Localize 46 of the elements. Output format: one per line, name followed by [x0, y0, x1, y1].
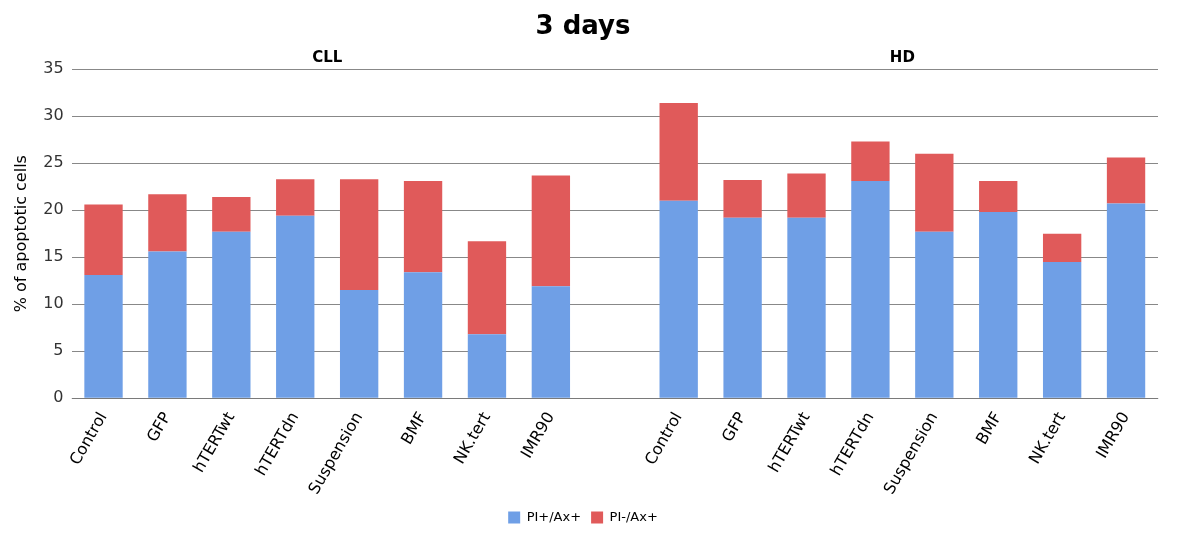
y-tick-label: 20 — [43, 199, 64, 219]
bar — [212, 231, 251, 398]
y-tick-label: 10 — [43, 293, 64, 313]
bar — [467, 241, 507, 335]
legend-label: PI-/Ax+ — [609, 508, 658, 524]
y-tick-label: 35 — [43, 58, 64, 78]
bar — [915, 231, 954, 398]
bar — [467, 334, 507, 398]
text: HD — [889, 47, 915, 66]
bar — [851, 141, 890, 182]
bar — [723, 180, 762, 218]
legend-label: PI+/Ax+ — [526, 508, 582, 524]
y-axis-title: % of apoptotic cells — [10, 155, 30, 313]
bar — [339, 290, 379, 398]
bar — [531, 175, 571, 287]
bar — [1042, 233, 1082, 262]
y-tick-label: 30 — [43, 105, 64, 125]
bar — [787, 217, 826, 398]
bar — [659, 103, 698, 201]
bar — [659, 200, 698, 398]
bar — [84, 275, 123, 398]
bar — [212, 197, 251, 232]
bar — [531, 286, 571, 398]
bar — [84, 204, 123, 276]
bar — [851, 181, 890, 398]
bar — [403, 181, 443, 273]
bar — [339, 179, 379, 291]
bar — [915, 153, 954, 232]
bar — [148, 251, 187, 398]
bar — [979, 212, 1018, 398]
bar — [276, 179, 315, 216]
y-tick-label: 0 — [53, 387, 64, 407]
y-tick-label: 15 — [43, 246, 64, 266]
y-tick-label: 5 — [53, 340, 64, 360]
bar — [148, 194, 187, 252]
text: CLL — [312, 47, 343, 66]
chart-title: 3 days — [535, 10, 631, 41]
bar — [1042, 261, 1082, 398]
bar — [787, 173, 826, 218]
bar — [276, 215, 315, 398]
bar — [723, 217, 762, 398]
bar — [1106, 157, 1146, 204]
bar — [1106, 203, 1146, 398]
bar — [403, 272, 443, 398]
y-tick-label: 25 — [43, 152, 64, 172]
bar — [979, 181, 1018, 213]
